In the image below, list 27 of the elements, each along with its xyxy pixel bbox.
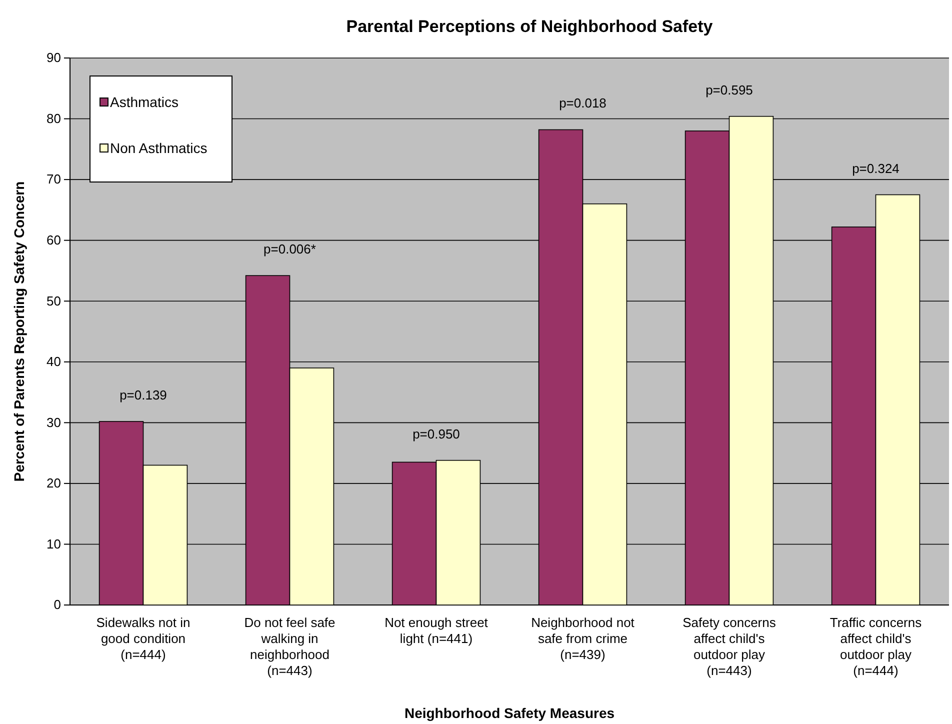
y-tick-label: 50 <box>46 293 61 308</box>
x-axis-title: Neighborhood Safety Measures <box>404 705 615 721</box>
y-tick-label: 90 <box>46 50 61 66</box>
chart-title: Parental Perceptions of Neighborhood Safety <box>346 17 714 36</box>
annotation: p=0.324 <box>852 160 900 176</box>
y-tick-label: 10 <box>46 536 61 552</box>
annotation: p=0.595 <box>706 82 753 98</box>
x-tick-label: Safety concerns affect child's outdoor play (n=443) <box>682 615 776 678</box>
y-tick-label: 20 <box>46 476 61 491</box>
x-tick-label: Traffic concerns affect child's outdoor play (n=444) <box>830 615 922 678</box>
y-tick-label: 70 <box>46 172 61 187</box>
x-tick-label: Do not feel safe walking in neighborhood (n=443) <box>244 615 336 678</box>
y-tick-label: 60 <box>46 232 61 248</box>
annotation: p=0.139 <box>120 387 167 402</box>
annotation: p=0.950 <box>412 426 460 442</box>
x-tick-label: Not enough street light (n=441) <box>384 615 488 646</box>
annotation: p=0.006* <box>264 242 316 257</box>
y-tick-label: 0 <box>54 597 61 612</box>
y-tick-label: 40 <box>46 354 61 370</box>
y-axis-title: Percent of Parents Reporting Safety Concern <box>11 181 27 482</box>
y-tick-label: 30 <box>46 414 61 430</box>
x-tick-label: Neighborhood not safe from crime (n=439) <box>531 615 635 662</box>
legend-label: Asthmatics <box>110 94 178 110</box>
legend-label: Non Asthmatics <box>110 140 208 156</box>
x-tick-label: Sidewalks not in good condition (n=444) <box>96 615 190 662</box>
annotation: p=0.018 <box>559 96 606 111</box>
y-tick-label: 80 <box>46 110 61 126</box>
